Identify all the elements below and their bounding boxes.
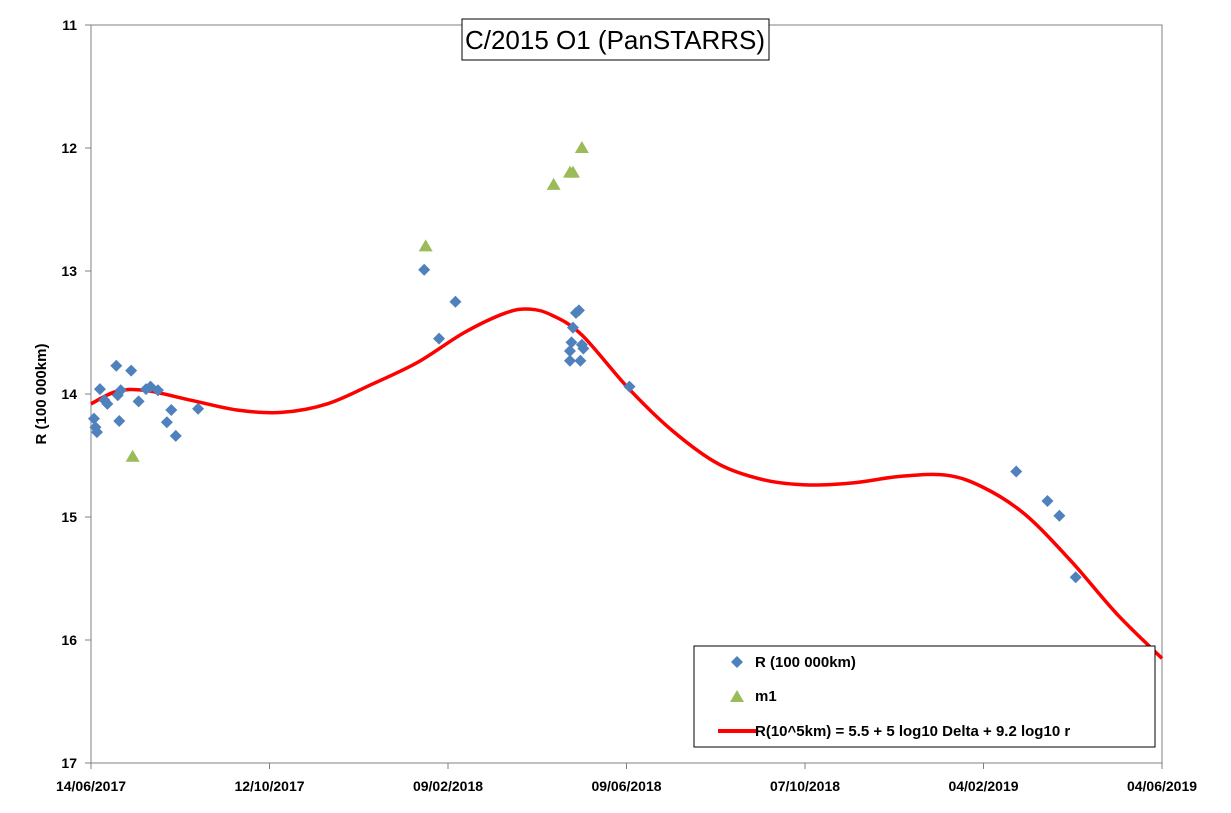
r-data-point: [1053, 509, 1066, 522]
r-data-point: [1010, 465, 1023, 478]
r-series-group: [87, 263, 1082, 584]
x-tick-label: 09/06/2018: [591, 778, 661, 794]
m1-data-point: [565, 165, 580, 178]
r-data-point: [565, 336, 578, 349]
r-data-point: [113, 415, 126, 428]
x-tick-label: 07/10/2018: [770, 778, 840, 794]
y-tick-label: 12: [61, 140, 77, 156]
r-data-point: [577, 342, 590, 355]
y-tick-label: 16: [61, 632, 77, 648]
r-data-point: [1041, 495, 1054, 508]
x-tick-label: 09/02/2018: [413, 778, 483, 794]
chart-title-box: C/2015 O1 (PanSTARRS): [461, 18, 770, 61]
m1-data-point: [546, 177, 561, 190]
legend-fit-label: R(10^5km) = 5.5 + 5 log10 Delta + 9.2 lo…: [755, 723, 1070, 740]
r-data-point: [572, 304, 585, 317]
legend-m1-label: m1: [755, 688, 777, 705]
y-tick-label: 13: [61, 263, 77, 279]
r-data-point: [151, 384, 164, 397]
r-data-point: [566, 321, 579, 334]
x-tick-label: 04/06/2019: [1127, 778, 1197, 794]
y-tick-label: 17: [61, 755, 77, 771]
legend: R (100 000km) m1 R(10^5km) = 5.5 + 5 log…: [693, 645, 1156, 748]
x-tick-label: 14/06/2017: [56, 778, 126, 794]
chart-title: C/2015 O1 (PanSTARRS): [465, 25, 765, 55]
r-data-point: [114, 384, 127, 397]
r-data-point: [449, 295, 462, 308]
r-data-point: [563, 354, 576, 367]
y-axis: 11 12 13 14 15 16 17: [61, 17, 91, 771]
m1-data-point: [125, 449, 140, 462]
r-data-point: [93, 383, 106, 396]
legend-m1-marker: [730, 690, 744, 702]
y-tick-label: 14: [61, 386, 77, 402]
r-data-point: [623, 380, 636, 393]
fit-curve-group: [90, 307, 1164, 660]
r-data-point: [160, 416, 173, 429]
r-data-point: [110, 359, 123, 372]
r-data-point: [1069, 571, 1082, 584]
r-data-point: [125, 364, 138, 377]
y-tick-label: 11: [62, 17, 77, 33]
r-data-point: [132, 395, 145, 408]
r-data-point: [418, 263, 431, 276]
r-data-point: [574, 354, 587, 367]
r-data-point: [433, 332, 446, 345]
r-data-point: [101, 397, 114, 410]
r-data-point: [169, 429, 182, 442]
legend-r-marker: [731, 656, 743, 668]
x-axis: 14/06/2017 12/10/2017 09/02/2018 09/06/2018…: [56, 763, 1197, 794]
m1-data-point: [574, 141, 589, 153]
x-tick-label: 04/02/2019: [948, 778, 1018, 794]
r-data-point: [90, 426, 103, 439]
r-data-point: [165, 403, 178, 416]
fit-curve-line: [90, 307, 1164, 660]
legend-r-label: R (100 000km): [755, 654, 856, 671]
r-data-point: [563, 344, 576, 357]
y-tick-label: 15: [61, 509, 77, 525]
legend-frame: [693, 645, 1156, 748]
m1-series-group: [125, 141, 589, 462]
m1-data-point: [418, 239, 433, 252]
r-data-point: [87, 412, 100, 425]
plot-area: [90, 24, 1163, 764]
x-tick-label: 12/10/2017: [234, 778, 304, 794]
chart-title-frame: [461, 18, 770, 61]
r-data-point: [192, 402, 205, 415]
y-axis-title: R (100 000km): [33, 344, 50, 445]
